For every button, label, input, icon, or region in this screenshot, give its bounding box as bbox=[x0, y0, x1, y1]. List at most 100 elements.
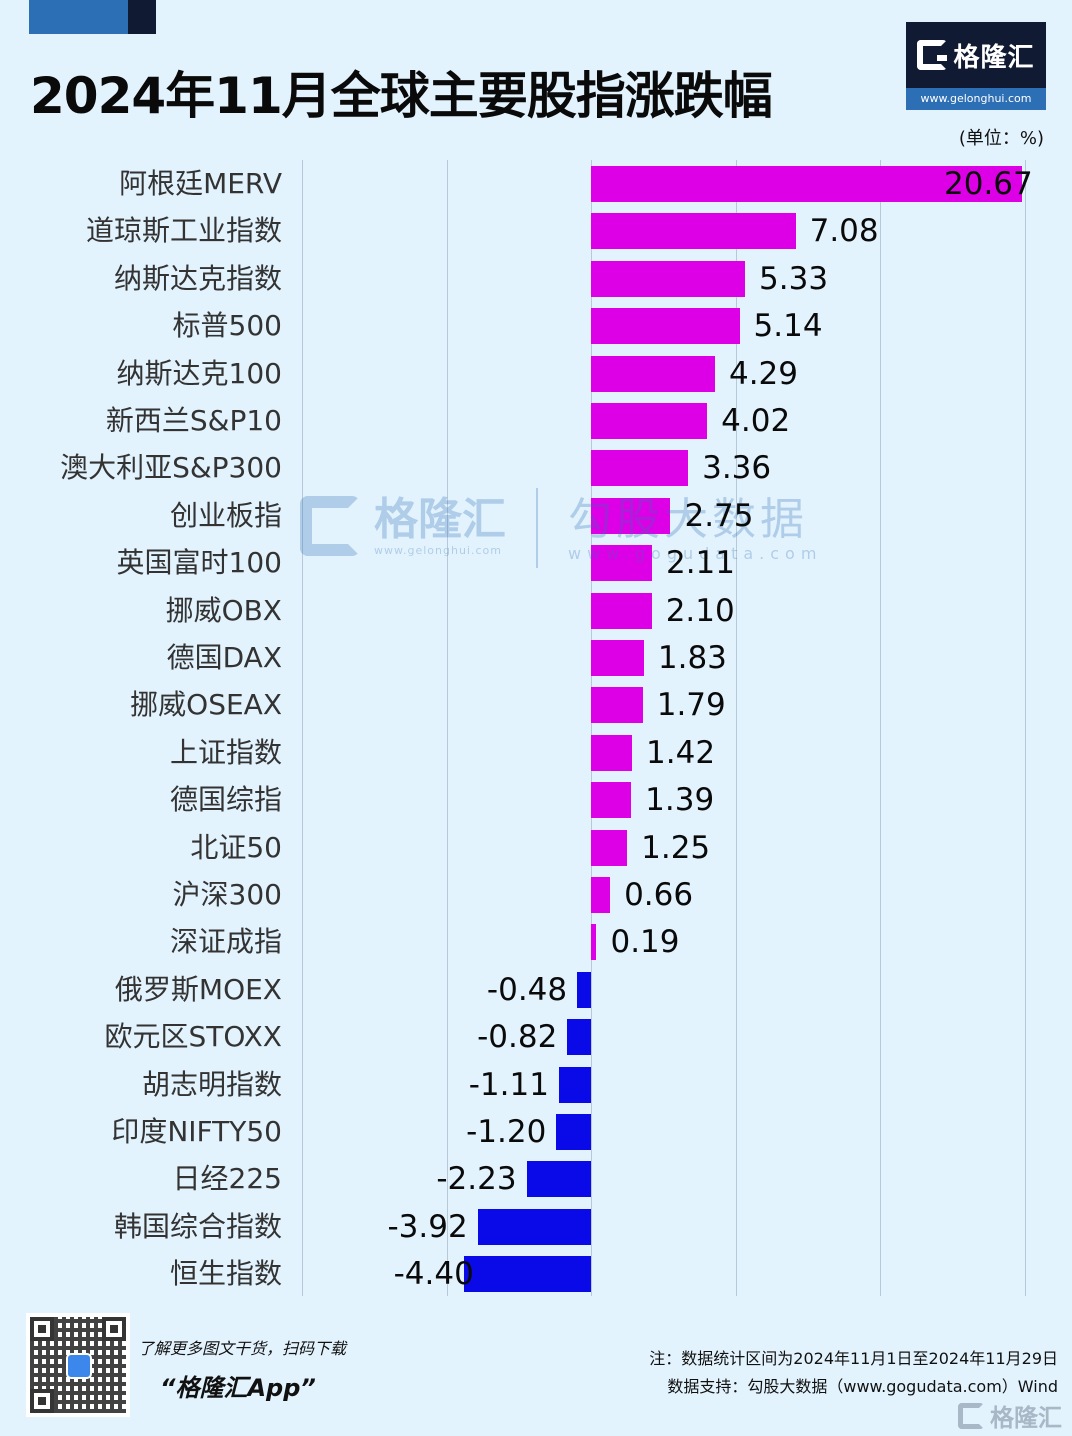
bar-row: 标普500 5.14 bbox=[0, 308, 1072, 344]
category-label: 印度NIFTY50 bbox=[111, 1115, 282, 1148]
qr-finder-icon bbox=[102, 1317, 126, 1341]
gelonghui-g-icon bbox=[917, 40, 948, 70]
bar-row: 日经225 -2.23 bbox=[0, 1161, 1072, 1197]
value-label: -3.92 bbox=[387, 1209, 468, 1245]
bar-row: 欧元区STOXX -0.82 bbox=[0, 1019, 1072, 1055]
bar-negative bbox=[567, 1019, 591, 1055]
bar-chart: 阿根廷MERV 20.67 道琼斯工业指数 7.08 纳斯达克指数 5.33 标普500 5.… bbox=[0, 160, 1072, 1300]
gridline bbox=[1025, 160, 1026, 1296]
data-source-note: 数据支持：勾股大数据（www.gogudata.com）Wind bbox=[667, 1377, 1058, 1396]
bar-positive bbox=[591, 735, 633, 771]
value-label: 20.67 bbox=[944, 166, 1033, 202]
bar-row: 纳斯达克100 4.29 bbox=[0, 356, 1072, 392]
category-label: 胡志明指数 bbox=[141, 1068, 282, 1101]
value-label: 2.11 bbox=[665, 545, 735, 581]
bar-row: 北证50 1.25 bbox=[0, 830, 1072, 866]
zero-axis-line bbox=[591, 160, 592, 1296]
value-label: 1.83 bbox=[657, 640, 727, 676]
category-label: 日经225 bbox=[172, 1162, 282, 1195]
bar-row: 上证指数 1.42 bbox=[0, 735, 1072, 771]
value-label: -1.11 bbox=[468, 1067, 549, 1103]
promo-text: 了解更多图文干货，扫码下载 bbox=[138, 1339, 347, 1358]
category-label: 挪威OBX bbox=[165, 594, 282, 627]
bar-positive bbox=[591, 403, 708, 439]
footer-brand: 格隆汇 bbox=[958, 1398, 1062, 1433]
category-label: 阿根廷MERV bbox=[119, 167, 282, 200]
bar-positive bbox=[591, 877, 611, 913]
value-label: -1.20 bbox=[466, 1114, 547, 1150]
value-label: 1.39 bbox=[645, 782, 715, 818]
bar-positive bbox=[591, 356, 715, 392]
bar-negative bbox=[577, 972, 591, 1008]
qr-code[interactable] bbox=[26, 1313, 130, 1417]
bar-row: 英国富时100 2.11 bbox=[0, 545, 1072, 581]
qr-finder-icon bbox=[30, 1389, 54, 1413]
bar-row: 挪威OBX 2.10 bbox=[0, 593, 1072, 629]
category-label: 韩国综合指数 bbox=[113, 1210, 282, 1243]
bar-positive bbox=[591, 924, 597, 960]
bar-row: 澳大利亚S&P300 3.36 bbox=[0, 450, 1072, 486]
gridline bbox=[736, 160, 737, 1296]
bar-positive bbox=[591, 545, 652, 581]
category-label: 深证成指 bbox=[169, 925, 282, 958]
bar-negative bbox=[477, 1209, 591, 1245]
footer-brand-name: 格隆汇 bbox=[990, 1404, 1062, 1432]
bar-row: 印度NIFTY50 -1.20 bbox=[0, 1114, 1072, 1150]
bar-row: 德国综指 1.39 bbox=[0, 782, 1072, 818]
category-label: 道琼斯工业指数 bbox=[85, 214, 282, 247]
value-label: 1.25 bbox=[641, 830, 711, 866]
value-label: 0.19 bbox=[610, 924, 680, 960]
promo-app-name: “格隆汇App” bbox=[160, 1374, 316, 1402]
logo-url: www.gelonghui.com bbox=[906, 88, 1046, 110]
category-label: 标普500 bbox=[172, 309, 282, 342]
bar-positive bbox=[591, 640, 644, 676]
value-label: 0.66 bbox=[624, 877, 694, 913]
gridline bbox=[880, 160, 881, 1296]
category-label: 纳斯达克100 bbox=[116, 357, 282, 390]
bar-row: 阿根廷MERV 20.67 bbox=[0, 166, 1072, 202]
bar-positive bbox=[591, 830, 628, 866]
bar-positive bbox=[591, 213, 796, 249]
bar-negative bbox=[558, 1067, 591, 1103]
app-logo-icon bbox=[66, 1353, 92, 1379]
category-label: 沪深300 bbox=[172, 878, 282, 911]
value-label: -2.23 bbox=[436, 1161, 517, 1197]
bar-row: 胡志明指数 -1.11 bbox=[0, 1067, 1072, 1103]
bar-positive bbox=[591, 687, 643, 723]
category-label: 欧元区STOXX bbox=[104, 1020, 283, 1053]
category-label: 恒生指数 bbox=[169, 1257, 282, 1290]
bar-positive bbox=[591, 593, 652, 629]
bar-positive bbox=[591, 450, 689, 486]
bar-positive bbox=[591, 782, 632, 818]
value-label: 1.79 bbox=[656, 687, 726, 723]
gridline bbox=[447, 160, 448, 1296]
bar-row: 德国DAX 1.83 bbox=[0, 640, 1072, 676]
bar-row: 恒生指数 -4.40 bbox=[0, 1256, 1072, 1292]
header-decoration-dark bbox=[128, 0, 156, 34]
category-label: 俄罗斯MOEX bbox=[114, 973, 282, 1006]
header-decoration-blue bbox=[29, 0, 128, 34]
brand-logo: 格隆汇 www.gelonghui.com bbox=[906, 22, 1046, 110]
value-label: 2.10 bbox=[665, 593, 735, 629]
bar-row: 沪深300 0.66 bbox=[0, 877, 1072, 913]
category-label: 新西兰S&P10 bbox=[105, 404, 282, 437]
bar-negative bbox=[463, 1256, 591, 1292]
value-label: 7.08 bbox=[809, 213, 879, 249]
category-label: 上证指数 bbox=[169, 736, 282, 769]
bar-row: 道琼斯工业指数 7.08 bbox=[0, 213, 1072, 249]
qr-finder-icon bbox=[30, 1317, 54, 1341]
bar-negative bbox=[556, 1114, 591, 1150]
value-label: 4.02 bbox=[721, 403, 791, 439]
logo-mark: 格隆汇 bbox=[906, 22, 1046, 88]
qr-pattern bbox=[30, 1317, 126, 1413]
value-label: 5.33 bbox=[759, 261, 829, 297]
value-label: -0.48 bbox=[486, 972, 568, 1008]
unit-label: (单位：%) bbox=[958, 128, 1044, 149]
category-label: 北证50 bbox=[190, 831, 282, 864]
bar-row: 深证成指 0.19 bbox=[0, 924, 1072, 960]
bar-row: 新西兰S&P10 4.02 bbox=[0, 403, 1072, 439]
data-period-note: 注：数据统计区间为2024年11月1日至2024年11月29日 bbox=[649, 1349, 1058, 1368]
bar-row: 俄罗斯MOEX -0.48 bbox=[0, 972, 1072, 1008]
bar-row: 纳斯达克指数 5.33 bbox=[0, 261, 1072, 297]
category-label: 德国DAX bbox=[166, 641, 282, 674]
